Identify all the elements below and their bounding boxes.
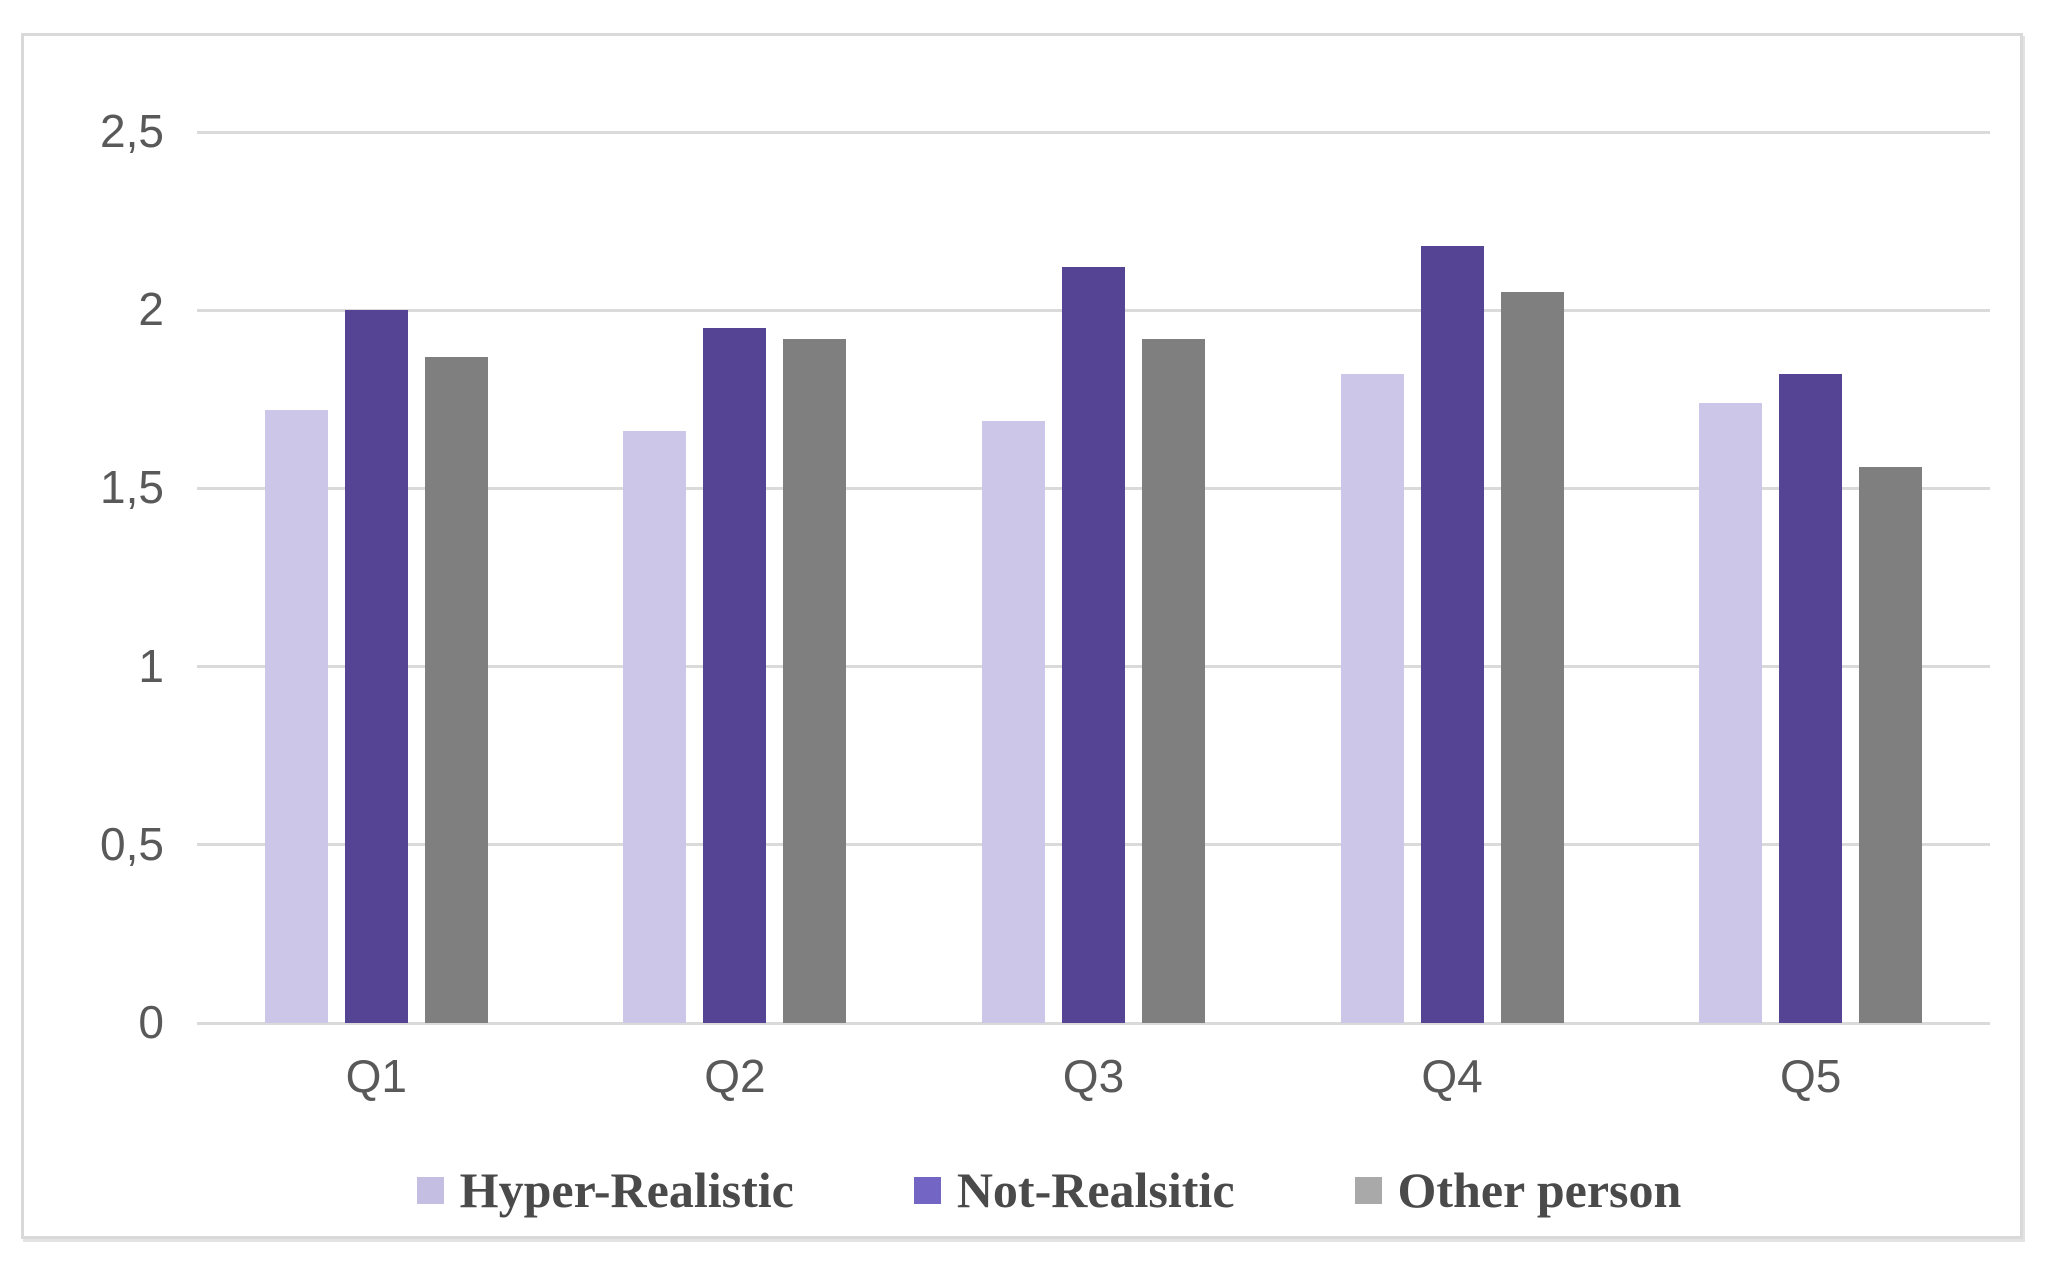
y-axis-labels: 0 0,5 1 1,5 2 2,5 (64, 108, 164, 1045)
y-tick-label: 2 (138, 283, 164, 336)
y-tick-label: 1 (138, 639, 164, 692)
bar-other-person-q3 (1141, 338, 1205, 1023)
legend: Hyper-Realistic Not-Realsitic Other person (48, 1161, 2050, 1219)
y-tick-label: 0,5 (100, 817, 164, 870)
bar-hyper-realistic-q5 (1699, 402, 1763, 1023)
bar-not-realsitic-q2 (703, 328, 767, 1023)
x-tick-label-q2: Q2 (704, 1050, 766, 1102)
bar-hyper-realistic-q4 (1340, 374, 1404, 1023)
x-tick-label-q3: Q3 (1062, 1050, 1125, 1102)
bar-other-person-q5 (1859, 467, 1923, 1023)
x-axis-labels: Q1 Q2 Q3 Q4 Q5 (197, 1049, 1990, 1103)
bar-hyper-realistic-q1 (264, 410, 328, 1023)
x-axis-line (197, 1021, 1990, 1025)
legend-label-hyper-realistic: Hyper-Realistic (459, 1162, 794, 1218)
legend-label-other-person: Other person (1397, 1162, 1682, 1218)
bar-not-realsitic-q4 (1420, 246, 1484, 1023)
y-tick-label: 0 (138, 996, 164, 1048)
legend-swatch-other-person (1354, 1176, 1382, 1204)
bar-other-person-q1 (424, 356, 488, 1023)
chart-frame: 0 0,5 1 1,5 2 2,5 Q1 Q2 Q3 Q4 Q5 Hyper-Realistic N… (21, 33, 2023, 1239)
bar-group-q4 (1273, 132, 1632, 1023)
gridline-2-5 (197, 130, 1990, 134)
bar-group-q5 (1631, 132, 1990, 1023)
x-tick-label-q1: Q1 (345, 1050, 407, 1102)
bar-not-realsitic-q5 (1779, 374, 1843, 1023)
bar-hyper-realistic-q3 (981, 420, 1045, 1023)
bar-group-q1 (197, 132, 556, 1023)
y-tick-label: 2,5 (100, 105, 164, 157)
plot-area (197, 130, 1990, 1025)
bar-groups (197, 132, 1990, 1023)
legend-item-hyper-realistic: Hyper-Realistic (416, 1161, 794, 1219)
legend-swatch-not-realsitic (913, 1176, 941, 1204)
legend-item-not-realsitic: Not-Realsitic (913, 1161, 1235, 1219)
legend-label-not-realsitic: Not-Realsitic (956, 1162, 1235, 1218)
bar-not-realsitic-q1 (344, 310, 408, 1023)
bar-other-person-q2 (783, 338, 847, 1023)
bar-other-person-q4 (1500, 292, 1564, 1023)
x-tick-label-q4: Q4 (1421, 1050, 1483, 1102)
bar-group-q2 (556, 132, 915, 1023)
x-tick-label-q5: Q5 (1779, 1050, 1842, 1102)
legend-item-other-person: Other person (1354, 1161, 1682, 1219)
bar-not-realsitic-q3 (1061, 267, 1125, 1023)
y-tick-label: 1,5 (100, 461, 164, 514)
bar-group-q3 (914, 132, 1273, 1023)
bar-hyper-realistic-q2 (623, 431, 687, 1023)
legend-swatch-hyper-realistic (416, 1176, 444, 1204)
